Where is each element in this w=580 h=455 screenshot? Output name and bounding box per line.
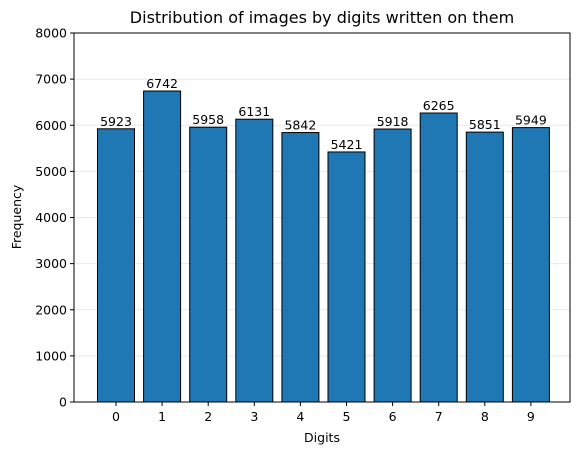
y-tick-label: 3000 bbox=[35, 256, 67, 271]
bar-digit-8 bbox=[465, 131, 504, 403]
bar-digit-3 bbox=[235, 118, 274, 403]
y-tick-label: 4000 bbox=[35, 210, 67, 225]
chart-title: Distribution of images by digits written… bbox=[130, 8, 514, 27]
data-label: 5923 bbox=[100, 114, 132, 129]
x-tick-label: 8 bbox=[481, 409, 489, 424]
bar-digit-7 bbox=[419, 112, 458, 403]
y-tick-label: 2000 bbox=[35, 302, 67, 317]
y-tick-label: 7000 bbox=[35, 72, 67, 87]
y-tick-label: 1000 bbox=[35, 348, 67, 363]
bar-digit-6 bbox=[373, 128, 412, 403]
x-tick-label: 4 bbox=[296, 409, 304, 424]
data-label: 5949 bbox=[515, 113, 547, 128]
bar-digit-4 bbox=[281, 132, 320, 403]
data-label: 5918 bbox=[377, 114, 409, 129]
x-tick-label: 7 bbox=[435, 409, 443, 424]
y-axis-label: Frequency bbox=[9, 184, 24, 249]
x-tick-label: 6 bbox=[389, 409, 397, 424]
bar-digit-2 bbox=[189, 126, 228, 403]
data-label: 5851 bbox=[469, 117, 501, 132]
x-tick-label: 1 bbox=[158, 409, 166, 424]
data-label: 6742 bbox=[146, 76, 178, 91]
x-axis-label: Digits bbox=[304, 430, 340, 445]
x-axis: 0 1 2 3 4 5 6 7 8 9 bbox=[112, 402, 535, 424]
data-label: 5421 bbox=[331, 137, 363, 152]
x-tick-label: 0 bbox=[112, 409, 120, 424]
data-label: 5842 bbox=[284, 118, 316, 133]
bar-digit-0 bbox=[97, 128, 135, 403]
y-tick-label: 6000 bbox=[35, 118, 67, 133]
x-tick-label: 3 bbox=[250, 409, 258, 424]
data-labels: 5923 6742 5958 6131 5842 5421 5918 6265 5851 5949 bbox=[100, 76, 547, 152]
x-tick-label: 9 bbox=[527, 409, 535, 424]
y-tick-label: 8000 bbox=[35, 26, 67, 41]
bar-digit-5 bbox=[327, 151, 366, 403]
bar-digit-1 bbox=[143, 90, 182, 403]
bars bbox=[97, 90, 550, 403]
x-tick-label: 2 bbox=[204, 409, 212, 424]
y-axis: 0 1000 2000 3000 4000 5000 6000 7000 8000 bbox=[35, 26, 74, 410]
x-tick-label: 5 bbox=[343, 409, 351, 424]
y-tick-label: 5000 bbox=[35, 164, 67, 179]
data-label: 6265 bbox=[423, 98, 455, 113]
bar-digit-9 bbox=[511, 127, 550, 403]
data-label: 5958 bbox=[192, 112, 224, 127]
data-label: 6131 bbox=[238, 104, 270, 119]
y-tick-label: 0 bbox=[59, 395, 67, 410]
